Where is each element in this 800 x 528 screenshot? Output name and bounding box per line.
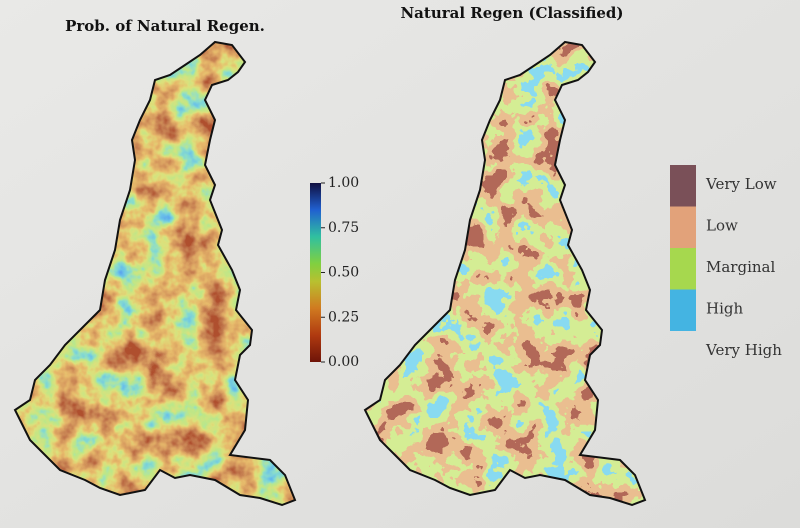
legend-label: Very High [705,341,782,359]
colorbar-tick-label: 0.75 [328,220,359,236]
legend-swatch [670,248,696,290]
colorbar [310,183,321,362]
map-title: Prob. of Natural Regen. [65,17,265,35]
legend-swatch [670,206,696,248]
colorbar-tick-label: 0.00 [328,354,359,370]
legend-label: High [706,300,743,318]
colorbar-tick-label: 1.00 [328,175,359,191]
colorbar-tick-label: 0.50 [328,265,359,281]
legend-label: Low [706,217,738,235]
legend-swatch [670,165,696,207]
colorbar-tick-label: 0.25 [328,309,359,325]
map-title: Natural Regen (Classified) [400,4,623,22]
legend-label: Marginal [706,258,775,276]
legend-label: Very Low [705,175,777,193]
legend-swatch [670,289,696,331]
